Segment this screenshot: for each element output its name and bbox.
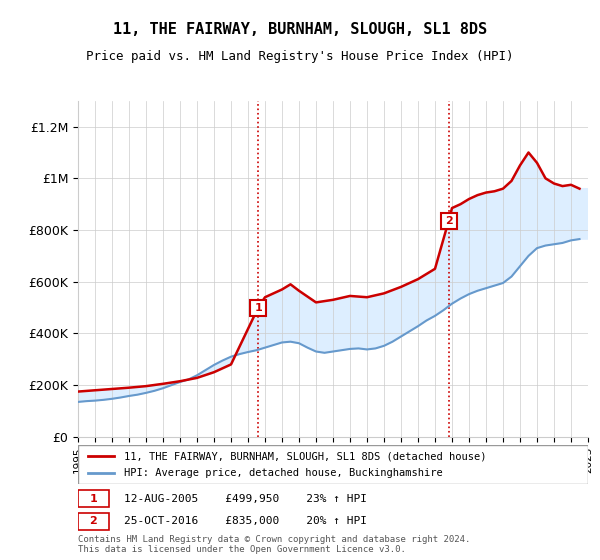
FancyBboxPatch shape [78, 513, 109, 530]
Text: Price paid vs. HM Land Registry's House Price Index (HPI): Price paid vs. HM Land Registry's House … [86, 50, 514, 63]
Text: 11, THE FAIRWAY, BURNHAM, SLOUGH, SL1 8DS: 11, THE FAIRWAY, BURNHAM, SLOUGH, SL1 8D… [113, 22, 487, 38]
Text: 1: 1 [254, 302, 262, 312]
Text: HPI: Average price, detached house, Buckinghamshire: HPI: Average price, detached house, Buck… [124, 468, 443, 478]
FancyBboxPatch shape [78, 491, 109, 507]
Text: 2: 2 [445, 216, 452, 226]
Text: 1: 1 [89, 494, 97, 504]
Text: Contains HM Land Registry data © Crown copyright and database right 2024.
This d: Contains HM Land Registry data © Crown c… [78, 535, 470, 554]
Text: 11, THE FAIRWAY, BURNHAM, SLOUGH, SL1 8DS (detached house): 11, THE FAIRWAY, BURNHAM, SLOUGH, SL1 8D… [124, 451, 487, 461]
Text: 2: 2 [89, 516, 97, 526]
Text: 12-AUG-2005    £499,950    23% ↑ HPI: 12-AUG-2005 £499,950 23% ↑ HPI [124, 494, 367, 504]
FancyBboxPatch shape [78, 445, 588, 484]
Text: 25-OCT-2016    £835,000    20% ↑ HPI: 25-OCT-2016 £835,000 20% ↑ HPI [124, 516, 367, 526]
